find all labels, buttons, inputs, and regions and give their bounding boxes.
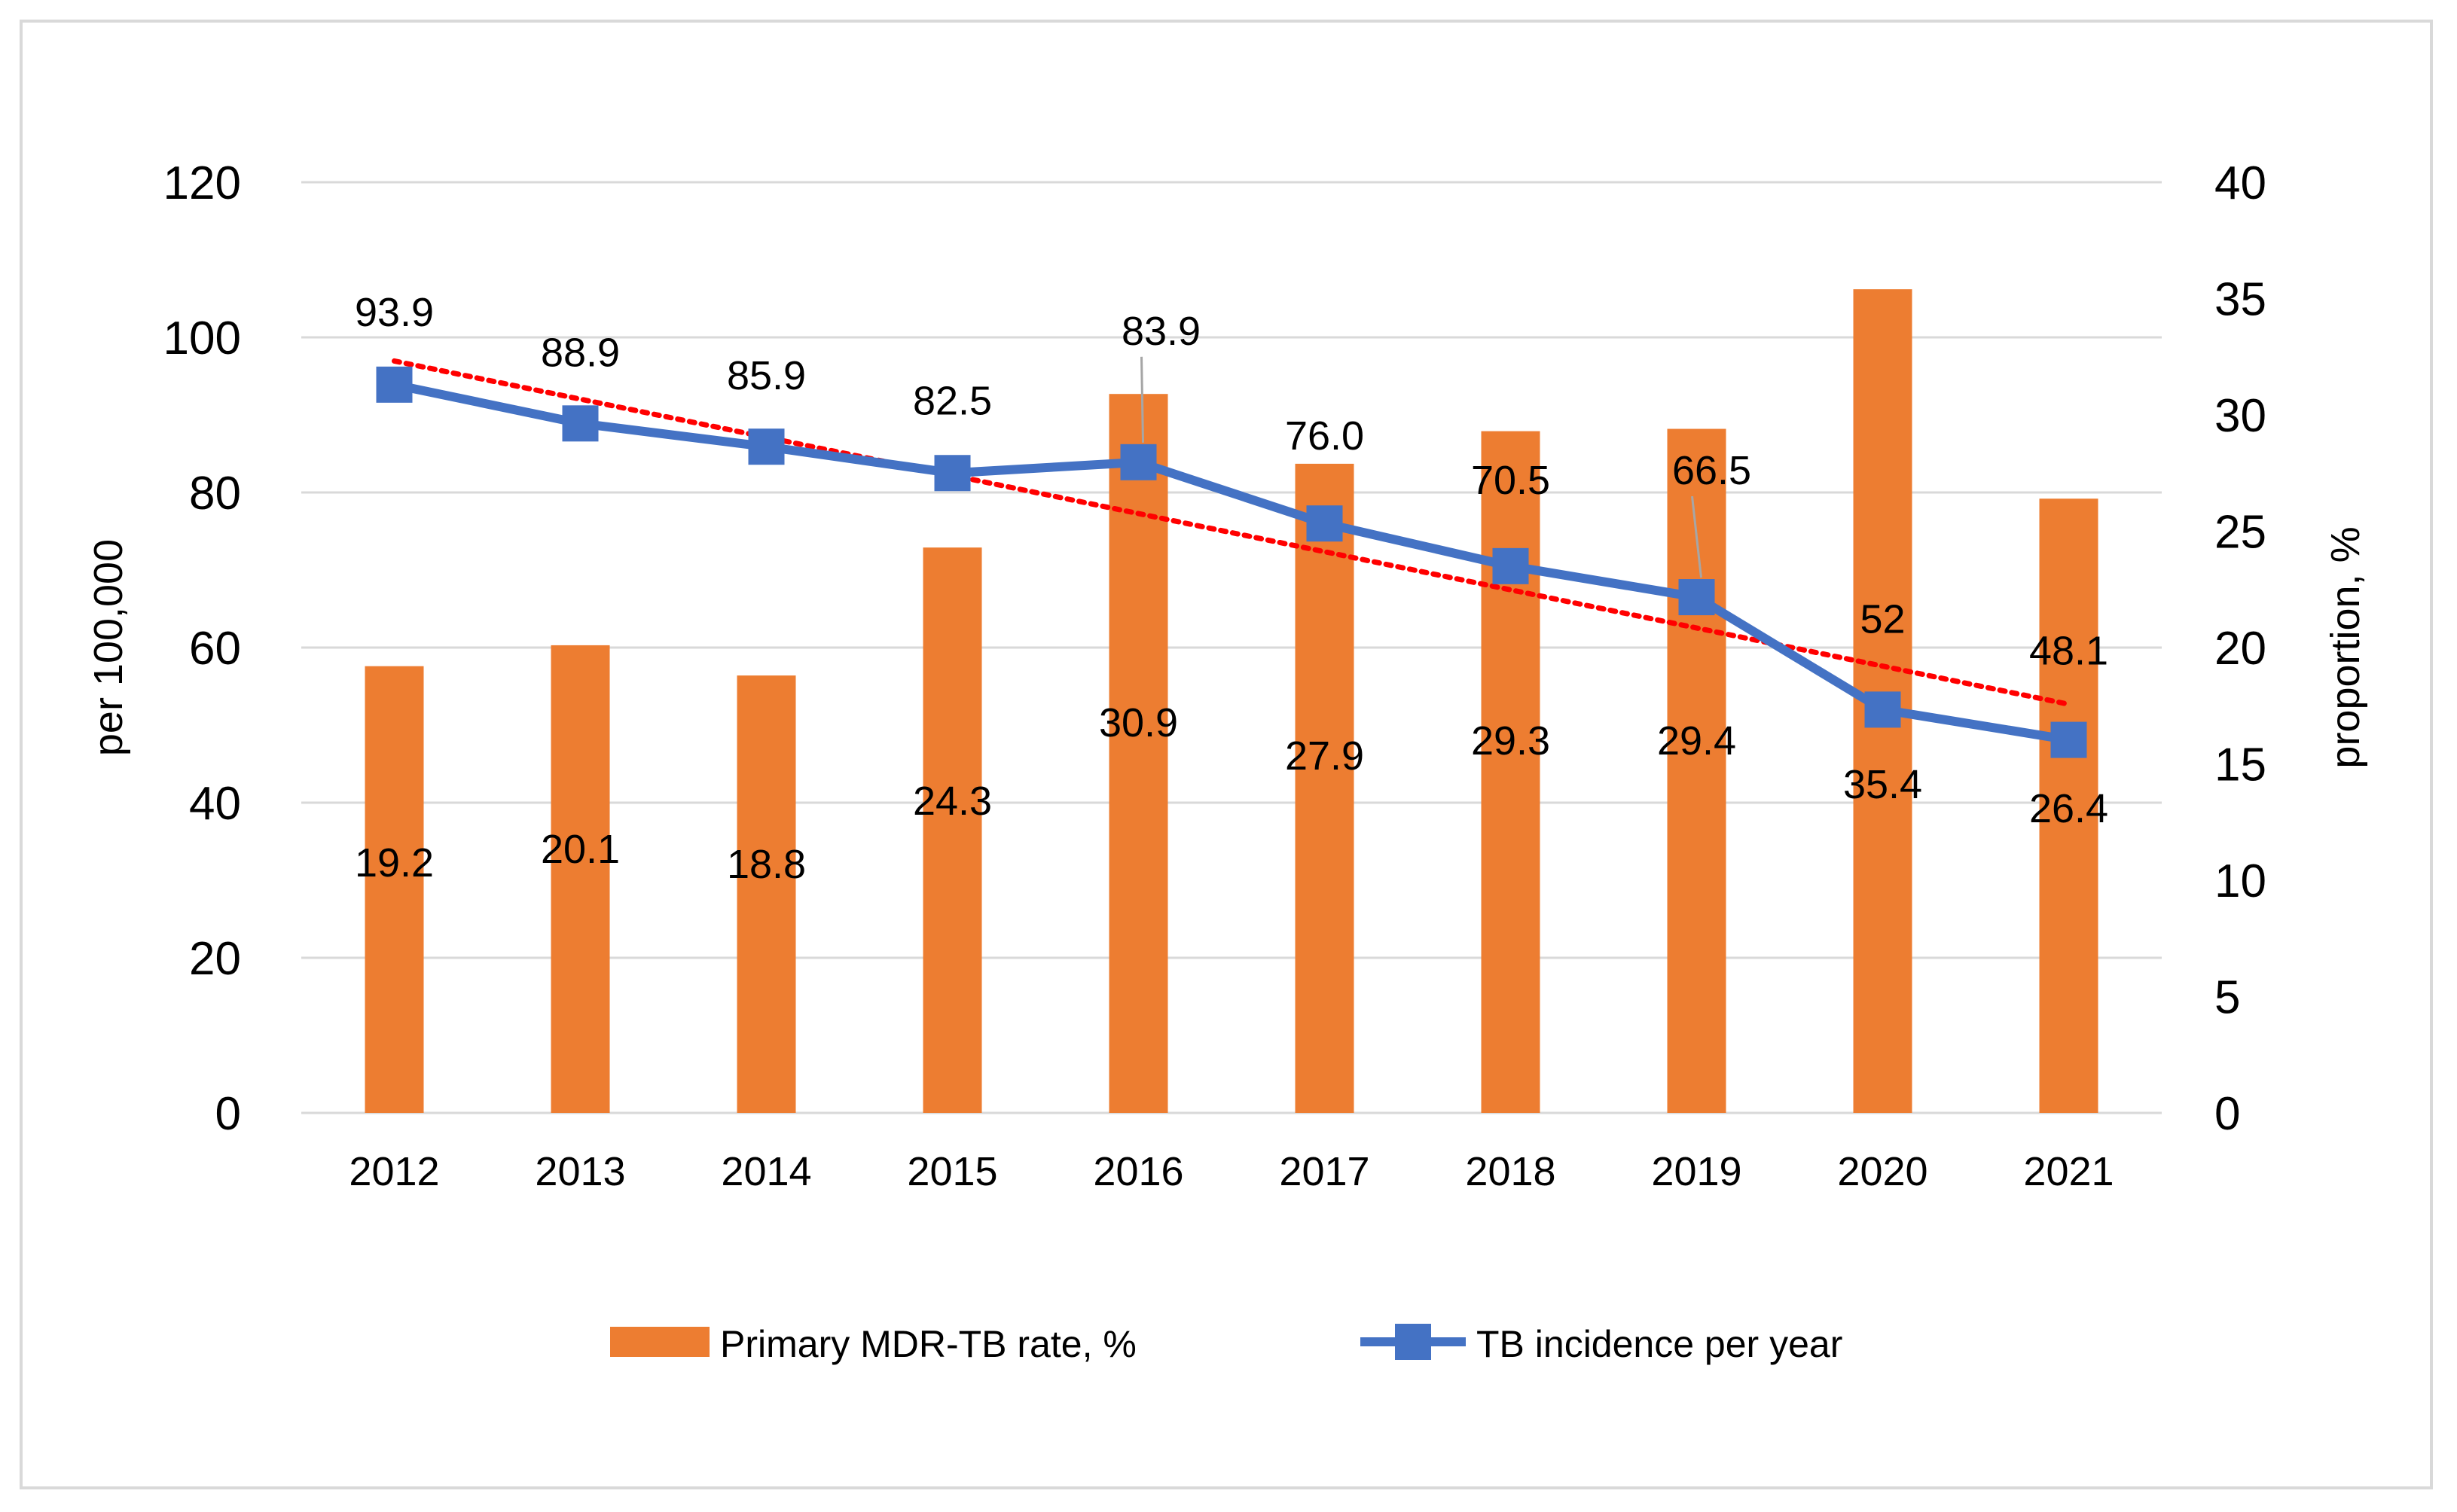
line-marker <box>1306 505 1343 542</box>
y-tick-label: 120 <box>163 157 241 209</box>
x-tick-label: 2017 <box>1279 1149 1369 1194</box>
bar-data-label: 26.4 <box>2029 786 2108 831</box>
line-data-label: 48.1 <box>2029 629 2108 674</box>
bar <box>737 675 796 1113</box>
bar-data-label: 30.9 <box>1099 700 1178 745</box>
line-marker <box>934 455 971 492</box>
y-axis-title: per 100,000 <box>86 539 131 756</box>
y-tick-label: 20 <box>189 933 241 985</box>
x-tick-label: 2013 <box>535 1149 625 1194</box>
bar <box>923 547 982 1113</box>
x-tick-label: 2014 <box>721 1149 811 1194</box>
line-series <box>376 366 2087 758</box>
y-tick-label: 0 <box>215 1088 241 1140</box>
legend-label-incidence: TB incidence per year <box>1476 1323 1842 1365</box>
y2-tick-label: 20 <box>2214 623 2266 675</box>
y2-tick-label: 15 <box>2214 739 2266 791</box>
bar-data-label: 24.3 <box>913 779 992 824</box>
line-marker <box>1492 547 1529 584</box>
line-marker <box>1864 691 1901 728</box>
line-data-label: 88.9 <box>541 330 620 375</box>
y2-axis-title: proportion, % <box>2323 526 2368 768</box>
line-marker <box>562 405 599 442</box>
y2-tick-label: 35 <box>2214 274 2266 326</box>
y-tick-label: 60 <box>189 623 241 675</box>
y-tick-label: 80 <box>189 468 241 520</box>
line-data-label: 85.9 <box>727 353 806 398</box>
line-data-label: 76.0 <box>1285 413 1364 459</box>
y-tick-label: 40 <box>189 778 241 830</box>
x-tick-label: 2018 <box>1465 1149 1555 1194</box>
line-marker <box>748 428 785 465</box>
trendline <box>392 358 2071 707</box>
bar-data-label: 29.4 <box>1657 718 1736 764</box>
y2-tick-label: 30 <box>2214 390 2266 442</box>
trendline-path <box>392 358 2071 707</box>
line-data-label: 52 <box>1860 596 1905 642</box>
legend-swatch-mdr-rate <box>610 1327 710 1357</box>
bar <box>2039 498 2098 1113</box>
line-data-label: 83.9 <box>1122 309 1201 354</box>
bar-data-label: 29.3 <box>1471 718 1550 764</box>
line-data-label: 93.9 <box>355 290 434 335</box>
bar-data-label: 27.9 <box>1285 733 1364 779</box>
y-tick-label: 100 <box>163 312 241 364</box>
line-data-label: 66.5 <box>1672 448 1751 493</box>
y2-tick-label: 5 <box>2214 972 2240 1024</box>
y2-tick-label: 10 <box>2214 855 2266 907</box>
bar <box>1109 394 1168 1113</box>
incidence-line <box>393 380 2070 745</box>
bar <box>1295 463 1354 1113</box>
line-marker <box>1678 579 1715 616</box>
bar-data-label: 19.2 <box>355 840 434 886</box>
data-labels: 93.9 88.9 85.9 82.5 83.9 76.0 70.5 66.5 52 48.1 19… <box>355 290 2108 887</box>
bar <box>365 666 424 1113</box>
legend-label-mdr-rate: Primary MDR-TB rate, % <box>720 1323 1137 1365</box>
x-tick-label: 2021 <box>2023 1149 2114 1194</box>
x-tick-label: 2020 <box>1837 1149 1927 1194</box>
bar-data-label: 18.8 <box>727 842 806 887</box>
x-tick-label: 2012 <box>349 1149 439 1194</box>
axes: per 100,000 proportion, % 02040608010012… <box>86 157 2368 1194</box>
bar-data-label: 20.1 <box>541 827 620 872</box>
bar-data-label: 35.4 <box>1843 762 1922 807</box>
x-tick-label: 2016 <box>1093 1149 1183 1194</box>
y2-tick-label: 25 <box>2214 507 2266 559</box>
line-marker <box>2050 721 2087 758</box>
y2-tick-label: 0 <box>2214 1088 2240 1140</box>
line-marker <box>376 366 413 403</box>
leader-line <box>1691 495 1702 578</box>
y2-tick-label: 40 <box>2214 157 2266 209</box>
line-data-label: 70.5 <box>1471 458 1550 503</box>
leader-line <box>1140 356 1144 443</box>
bar <box>1481 431 1540 1113</box>
line-data-label: 82.5 <box>913 378 992 423</box>
bar-series <box>365 289 2098 1113</box>
x-tick-label: 2015 <box>907 1149 997 1194</box>
legend-swatch-incidence-marker <box>1395 1324 1431 1360</box>
bar <box>551 645 610 1113</box>
x-tick-label: 2019 <box>1651 1149 1741 1194</box>
legend: Primary MDR-TB rate, % TB incidence per … <box>610 1323 1842 1365</box>
line-marker <box>1120 444 1157 480</box>
